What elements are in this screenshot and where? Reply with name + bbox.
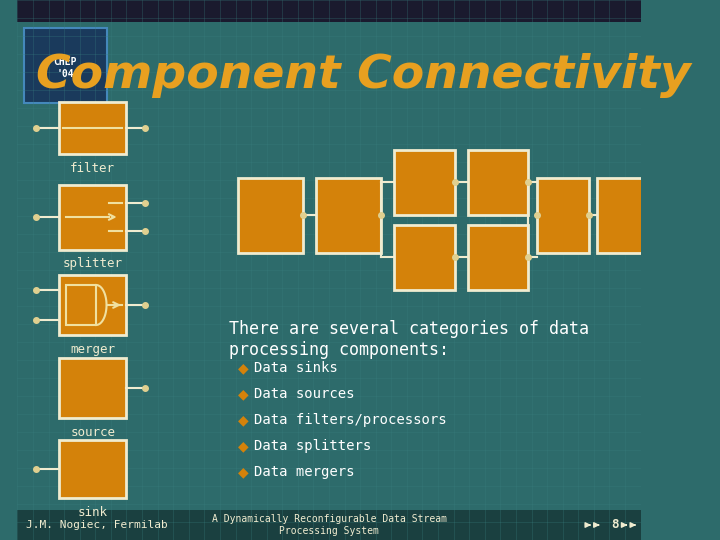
Bar [59,102,127,154]
Text: Component Connectivity: Component Connectivity [36,52,691,98]
Bar [66,285,96,325]
Bar [24,28,107,103]
Text: Data sinks: Data sinks [253,361,338,375]
Text: 8: 8 [611,518,618,531]
Text: Data filters/processors: Data filters/processors [253,413,446,427]
Bar [394,225,454,290]
Text: ◆: ◆ [238,465,248,479]
Bar [59,358,127,418]
Text: Data sources: Data sources [253,387,354,401]
Text: splitter: splitter [63,258,122,271]
Text: Data mergers: Data mergers [253,465,354,479]
Bar [316,178,381,253]
Bar [17,0,641,22]
Text: sink: sink [78,505,108,518]
Bar [17,510,641,540]
Bar [536,178,589,253]
Bar [467,150,528,215]
Bar [394,150,454,215]
Bar [598,178,649,253]
Text: ◆: ◆ [238,439,248,453]
Text: ◆: ◆ [238,387,248,401]
Text: A Dynamically Reconfigurable Data Stream
Processing System: A Dynamically Reconfigurable Data Stream… [212,514,446,536]
Bar [59,440,127,498]
Text: ◆: ◆ [238,361,248,375]
Text: There are several categories of data
processing components:: There are several categories of data pro… [230,320,590,359]
Bar [467,225,528,290]
Text: Data splitters: Data splitters [253,439,371,453]
Bar [59,275,127,335]
Bar [238,178,303,253]
Text: CHEP
'04: CHEP '04 [53,57,77,79]
Text: merger: merger [70,342,115,355]
Text: ◆: ◆ [238,413,248,427]
Text: source: source [70,426,115,438]
Text: filter: filter [70,161,115,174]
Text: J.M. Nogiec, Fermilab: J.M. Nogiec, Fermilab [26,520,168,530]
Bar [59,185,127,250]
